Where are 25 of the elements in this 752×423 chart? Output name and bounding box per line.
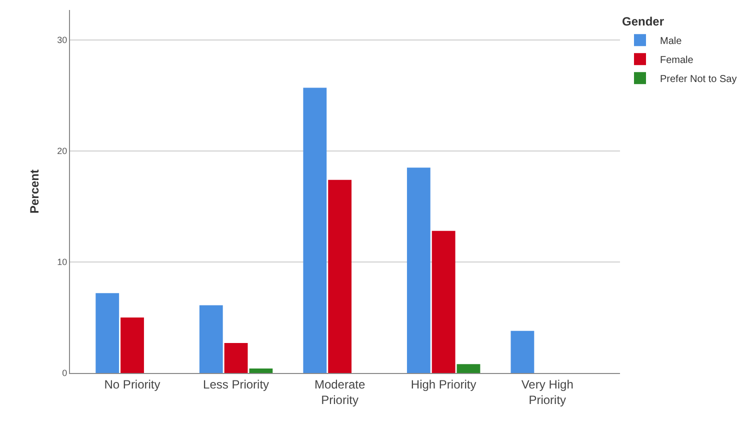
bar	[303, 88, 327, 373]
bar	[432, 230, 456, 373]
bar	[224, 343, 248, 373]
x-tick-label: Less Priority	[203, 377, 270, 392]
y-tick-label: 0	[62, 368, 68, 378]
bar	[120, 318, 144, 373]
y-tick-label: 20	[57, 146, 68, 156]
y-tick-label: 10	[57, 257, 68, 268]
legend-label: Prefer Not to Say	[660, 74, 737, 85]
bar	[510, 330, 534, 373]
x-tick-label: Very High Priority	[521, 377, 574, 407]
legend-label: Female	[660, 55, 694, 66]
bar	[328, 180, 352, 373]
bar	[456, 364, 480, 373]
bar	[199, 305, 223, 373]
legend-title: Gender	[622, 14, 664, 29]
y-tick-label: 30	[57, 35, 68, 46]
bar	[249, 368, 273, 373]
x-tick-label: High Priority	[410, 377, 476, 392]
x-tick-label: Moderate Priority	[314, 377, 366, 407]
y-axis-title: Percent	[27, 169, 42, 214]
legend-label: Male	[660, 36, 682, 47]
bar	[406, 168, 430, 373]
x-tick-label: No Priority	[104, 377, 160, 392]
bar	[96, 293, 120, 373]
